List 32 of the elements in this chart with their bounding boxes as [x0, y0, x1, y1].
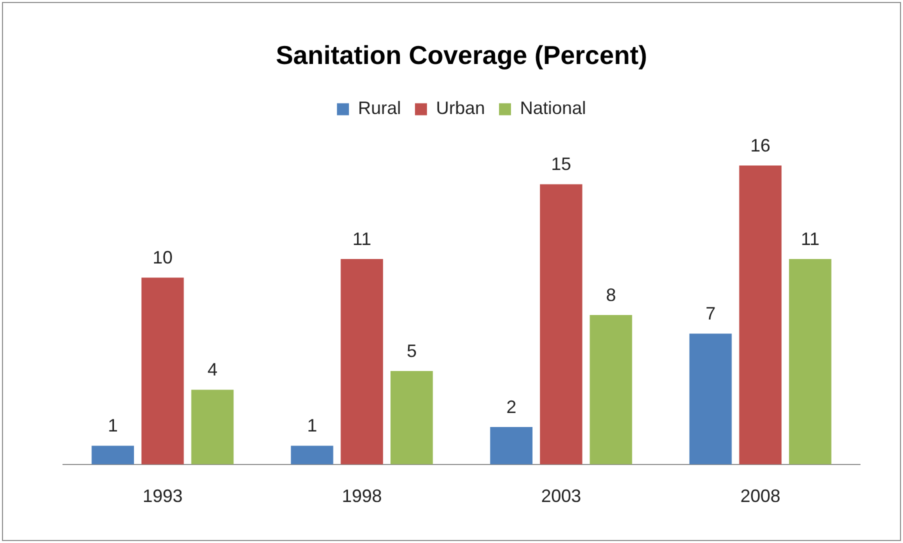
bar: [290, 446, 334, 464]
data-label: 4: [207, 360, 218, 380]
bar: [540, 184, 582, 464]
data-label: 2: [506, 397, 516, 418]
data-label: 1: [307, 416, 318, 436]
bar: [390, 371, 433, 464]
data-label: 16: [750, 136, 770, 156]
x-tick-label: 2008: [740, 486, 780, 506]
data-label: 11: [352, 228, 372, 249]
data-label: 7: [706, 304, 716, 324]
data-label: 8: [606, 284, 616, 305]
legend-label: Urban: [436, 98, 486, 118]
x-tick-label: 1998: [342, 486, 382, 506]
data-label: 1: [108, 416, 118, 436]
bar: [689, 334, 732, 464]
bar: [141, 278, 184, 464]
chart-title: Sanitation Coverage (Percent): [276, 40, 648, 70]
x-tick-label: 1993: [142, 486, 183, 506]
bar: [789, 258, 832, 464]
data-label: 15: [551, 154, 572, 174]
bar: [490, 427, 532, 464]
legend-label: National: [520, 98, 586, 118]
x-tick-label: 2003: [541, 486, 582, 506]
data-label: 5: [406, 340, 417, 361]
bar: [92, 446, 134, 464]
bar: [191, 390, 234, 464]
legend-label: Rural: [358, 98, 401, 118]
bar: [590, 314, 632, 464]
data-label: 10: [152, 248, 173, 268]
data-label: 11: [800, 228, 820, 249]
bar: [739, 166, 782, 464]
bar: [340, 258, 384, 464]
